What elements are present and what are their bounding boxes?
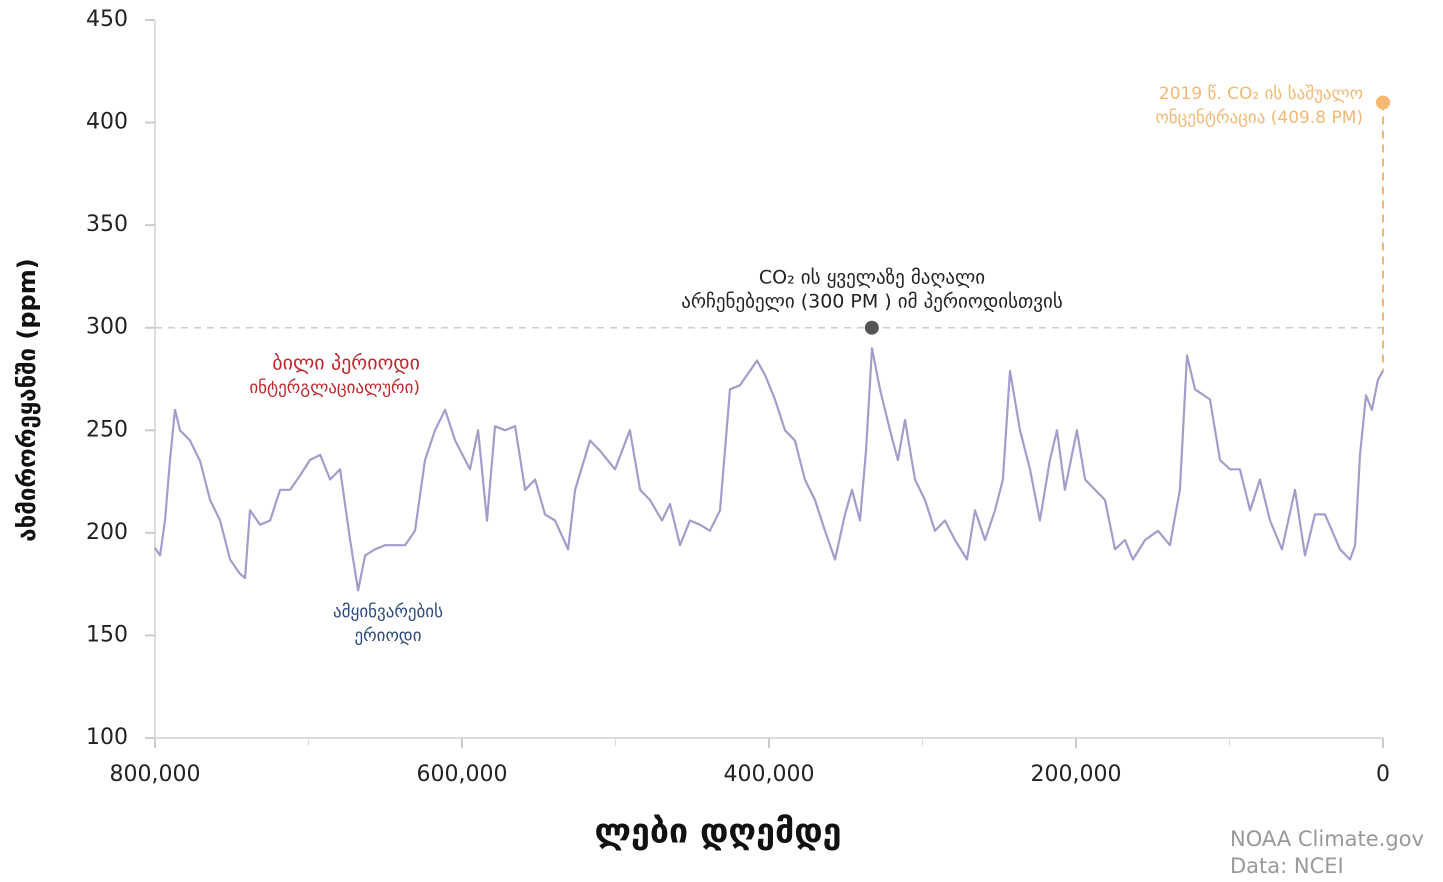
annotation: არჩენებელი (300 PM ) იმ პერიოდისთვის: [681, 291, 1063, 313]
annotation: ამყინვარების: [333, 602, 443, 622]
highlight-dot: [1376, 95, 1390, 110]
y-axis-label: ახმირორეყანში (ppm): [13, 258, 41, 541]
y-tick-label: 150: [86, 622, 128, 647]
x-tick-label: 0: [1376, 762, 1390, 787]
x-tick-label: 800,000: [110, 762, 201, 787]
y-tick-label: 450: [86, 7, 128, 32]
annotation: ონცენტრაცია (409.8 PM): [1155, 108, 1363, 128]
annotation: 2019 წ. CO₂ ის საშუალო: [1159, 84, 1363, 104]
co2-line: [154, 347, 1384, 592]
annotation: ერიოდი: [354, 626, 421, 646]
x-axis-label: ლები დღემდე: [594, 812, 841, 852]
y-tick-label: 350: [86, 212, 128, 237]
x-tick-label: 200,000: [1031, 762, 1122, 787]
highlight-dot: [864, 320, 879, 335]
y-tick-label: 200: [86, 520, 128, 545]
x-tick-label: 400,000: [724, 762, 815, 787]
source: Data: NCEI: [1230, 854, 1344, 878]
source: NOAA Climate.gov: [1230, 827, 1424, 851]
annotation: CO₂ ის ყველაზე მაღალი: [759, 267, 985, 289]
y-tick-label: 300: [86, 315, 128, 340]
x-tick-label: 600,000: [417, 762, 508, 787]
y-tick-label: 100: [86, 725, 128, 750]
y-tick-label: 400: [86, 110, 128, 135]
y-tick-label: 250: [86, 417, 128, 442]
annotation: ბილი პერიოდი: [272, 351, 420, 375]
annotation: ინტერგლაციალური): [249, 378, 420, 398]
